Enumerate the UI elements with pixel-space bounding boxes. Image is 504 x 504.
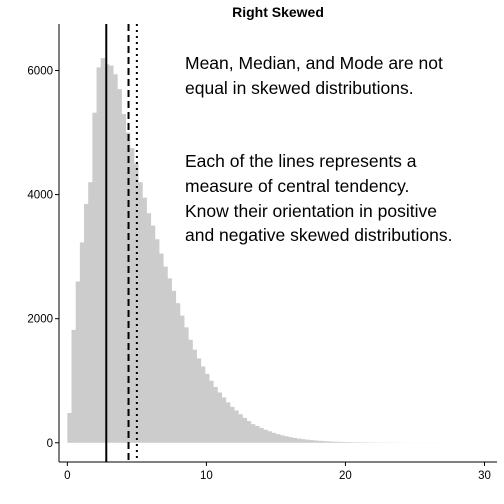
histogram-bar [71,329,76,443]
histogram-bar [125,132,131,443]
histogram-bar [113,74,118,443]
y-tick-label: 2000 [27,314,53,326]
histogram-bar [159,253,164,443]
central-tendency-lines [105,24,138,462]
histogram-bar [225,402,231,443]
histogram-bar [150,225,156,443]
histogram-bar [263,429,268,443]
annotation-line: Each of the lines represents a [185,151,417,171]
histogram-bar [351,442,356,443]
histogram-bar [221,397,227,443]
x-tick-label: 30 [478,470,491,482]
histogram-bar [79,242,85,443]
histogram-bar [305,439,310,443]
annotation-line: measure of central tendency. [185,176,409,196]
histogram-bar [154,239,160,443]
annotation-line: Know their orientation in positive [185,201,437,221]
histogram-bar [167,278,172,443]
histogram-bar [342,442,348,443]
histogram-bar [138,182,143,443]
histogram-bar [109,65,114,443]
histogram-bar [275,434,281,443]
histogram-bar [67,412,72,443]
x-tick-label: 10 [200,470,213,482]
histogram-bar [84,203,89,443]
histogram-bar [209,380,214,443]
histogram-bar [330,441,335,443]
histogram-bar [334,441,339,443]
histogram-bar [129,148,135,443]
histogram-bar [296,438,302,443]
histogram-bar [92,112,97,443]
histogram-bar [213,386,218,443]
histogram-bar [100,58,106,443]
histogram-bar [317,440,323,443]
x-axis-ticks: 0 10 20 30 [64,462,491,482]
histogram-bar [271,432,277,443]
histogram-bar [313,440,318,443]
histogram-bar [246,421,252,443]
histogram-bar [280,435,285,443]
y-axis-ticks: 0 2000 4000 6000 [27,66,59,450]
histogram-bar [338,441,343,443]
histogram-bar [171,290,177,443]
histogram-bar [117,89,122,443]
histogram-bar [250,424,256,443]
histogram-bar [284,436,289,443]
histogram-bar [309,440,314,443]
histogram-bar [259,427,264,443]
histogram-bar [238,414,243,443]
x-tick-label: 0 [64,470,70,482]
histogram-bar [217,392,222,443]
histogram-bar [242,417,248,443]
histogram-bar [300,439,306,443]
histogram-bar [230,406,235,443]
y-tick-label: 4000 [27,190,53,202]
histogram-bar [88,182,93,443]
annotation-block-2: Each of the lines represents a measure o… [185,151,453,245]
histogram-bar [200,366,206,443]
x-tick-label: 20 [339,470,352,482]
y-tick-label: 0 [47,438,53,450]
histogram-bars [67,58,444,443]
histogram-bar [196,358,202,443]
histogram-bar [75,281,81,443]
histogram-bar [134,163,139,443]
histogram-bar [346,442,352,443]
histogram-bar [192,349,197,443]
histogram-bar [121,113,127,443]
histogram-bar [255,426,260,443]
histogram-bar [292,437,298,443]
chart-title: Right Skewed [232,4,324,20]
histogram-bar [179,315,185,443]
histogram-bar [267,431,273,443]
annotation-line: and negative skewed distributions. [185,225,453,245]
histogram-bar [188,339,193,443]
annotation-line: equal in skewed distributions. [185,78,414,98]
histogram-bar [288,437,293,443]
histogram-bar [184,327,189,443]
annotation-block-1: Mean, Median, and Mode are not equal in … [185,53,443,98]
histogram-bar [321,441,327,443]
y-tick-label: 6000 [27,66,53,78]
histogram-bar [163,266,168,443]
histogram-bar [96,67,102,443]
histogram-bar [234,410,239,443]
histogram-bar [146,213,152,443]
histogram-bar [325,441,331,443]
histogram-bar [205,373,210,443]
histogram-bar [175,303,181,443]
histogram-bar [142,197,147,443]
annotation-line: Mean, Median, and Mode are not [185,53,443,73]
